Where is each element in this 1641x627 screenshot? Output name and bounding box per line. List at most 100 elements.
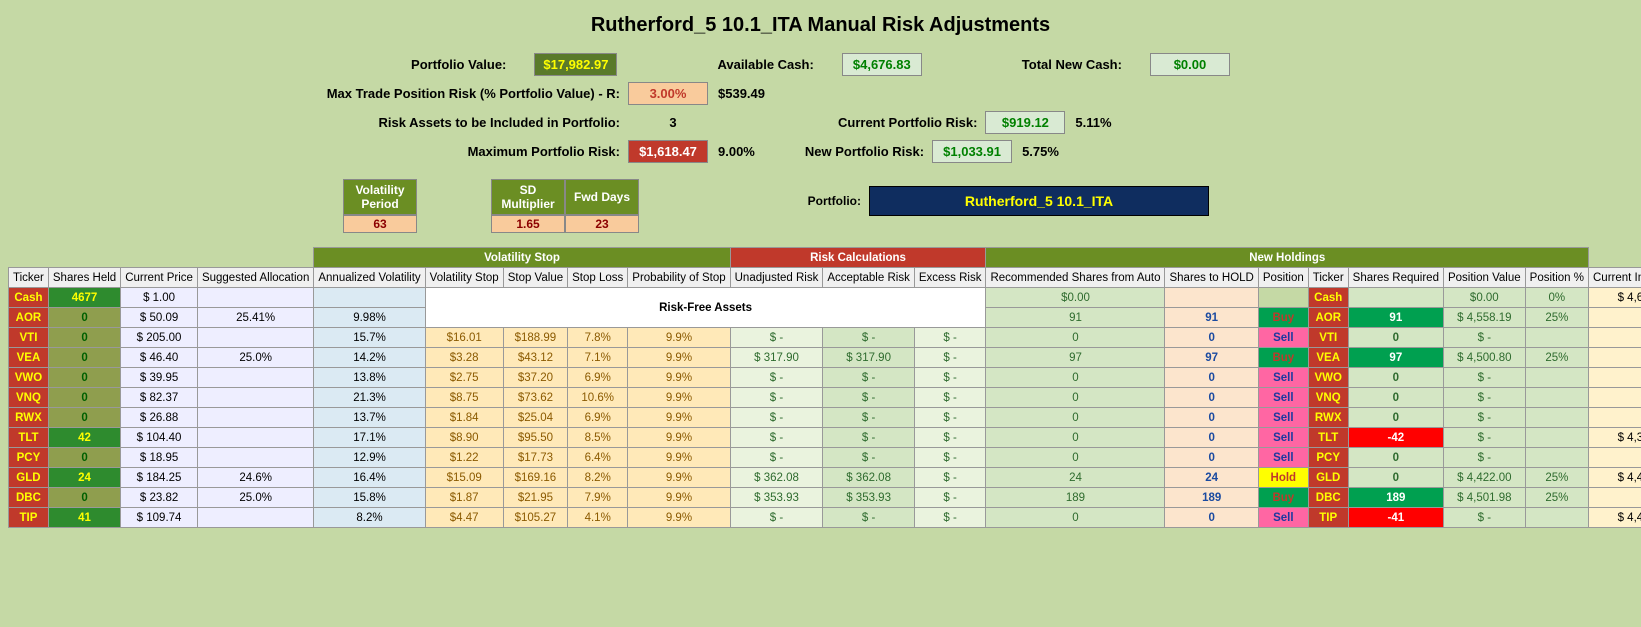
alloc-cell: 25.0% [197, 488, 313, 508]
ticker2-cell: AOR [1308, 308, 1348, 328]
table-row: TLT42$ 104.4017.1%$8.90$95.508.5%9.9%$ -… [9, 428, 1641, 448]
vs-cell: $2.75 [425, 368, 503, 388]
col-vs: Volatility Stop [425, 268, 503, 288]
alloc-cell [197, 288, 313, 308]
alloc-cell [197, 448, 313, 468]
ur-cell: $ 317.90 [730, 348, 823, 368]
ticker-cell: VNQ [9, 388, 49, 408]
pp-cell: 0% [1525, 288, 1588, 308]
sl-cell: 8.5% [568, 428, 628, 448]
ar-cell: $ - [823, 508, 914, 528]
ci-cell: $ 4,499.34 [1589, 508, 1641, 528]
shares-held: 0 [48, 488, 120, 508]
table-row: VWO0$ 39.9513.8%$2.75$37.206.9%9.9%$ -$ … [9, 368, 1641, 388]
req-cell: 97 [1348, 348, 1443, 368]
er-cell: $ - [914, 428, 986, 448]
ps-cell: 9.9% [628, 488, 730, 508]
rec-cell: $0.00 [986, 288, 1165, 308]
portfolio-name: Rutherford_5 10.1_ITA [869, 186, 1209, 216]
risk-assets-label: Risk Assets to be Included in Portfolio: [8, 115, 628, 130]
alloc-cell [197, 428, 313, 448]
sd-mult-value[interactable]: 1.65 [491, 215, 565, 233]
req-cell: 0 [1348, 388, 1443, 408]
ticker2-cell: VNQ [1308, 388, 1348, 408]
total-new-cash: $0.00 [1150, 53, 1230, 76]
vs-cell: $1.87 [425, 488, 503, 508]
max-trade-pct[interactable]: 3.00% [628, 82, 708, 105]
ps-cell: 9.9% [628, 328, 730, 348]
col-ticker: Ticker [9, 268, 49, 288]
alloc-cell: 25.0% [197, 348, 313, 368]
rec-cell: 24 [986, 468, 1165, 488]
ticker-cell: TLT [9, 428, 49, 448]
pp-cell: 25% [1525, 308, 1588, 328]
hold-cell: 189 [1165, 488, 1258, 508]
col-ar: Acceptable Risk [823, 268, 914, 288]
new-risk-value: $1,033.91 [932, 140, 1012, 163]
col-sv: Stop Value [503, 268, 567, 288]
table-row: DBC0$ 23.8225.0%15.8%$1.87$21.957.9%9.9%… [9, 488, 1641, 508]
sl-cell: 6.9% [568, 368, 628, 388]
fwd-days-value[interactable]: 23 [565, 215, 639, 233]
hold-cell: 97 [1165, 348, 1258, 368]
pos-cell: Sell [1258, 368, 1308, 388]
ticker2-cell: TIP [1308, 508, 1348, 528]
sv-cell: $37.20 [503, 368, 567, 388]
shares-held: 24 [48, 468, 120, 488]
ci-cell [1589, 448, 1641, 468]
pos-cell: Buy [1258, 348, 1308, 368]
ur-cell: $ - [730, 408, 823, 428]
ticker-cell: TIP [9, 508, 49, 528]
price-cell: $ 23.82 [121, 488, 198, 508]
pv-cell: $0.00 [1443, 288, 1525, 308]
col-rec: Recommended Shares from Auto [986, 268, 1165, 288]
pp-cell [1525, 368, 1588, 388]
ci-cell: $ 4,676.83 [1589, 288, 1641, 308]
rec-cell: 0 [986, 368, 1165, 388]
shares-held: 4677 [48, 288, 120, 308]
av-cell: 14.2% [314, 348, 425, 368]
col-ps: Probability of Stop [628, 268, 730, 288]
pv-cell: $ - [1443, 328, 1525, 348]
req-cell: 91 [1348, 308, 1443, 328]
pp-cell [1525, 328, 1588, 348]
alloc-cell: 24.6% [197, 468, 313, 488]
group-risk: Risk Calculations [730, 248, 986, 268]
max-port-risk-label: Maximum Portfolio Risk: [8, 144, 628, 159]
rec-cell: 0 [986, 408, 1165, 428]
col-shares: Shares Held [48, 268, 120, 288]
available-cash: $4,676.83 [842, 53, 922, 76]
ps-cell: 9.9% [628, 388, 730, 408]
pos-cell: Sell [1258, 408, 1308, 428]
vs-cell: $15.09 [425, 468, 503, 488]
col-ci: Current Investments [1589, 268, 1641, 288]
ur-cell: $ - [730, 328, 823, 348]
vs-cell: $1.84 [425, 408, 503, 428]
er-cell: $ - [914, 368, 986, 388]
group-new: New Holdings [986, 248, 1589, 268]
alloc-cell [197, 388, 313, 408]
sv-cell: $105.27 [503, 508, 567, 528]
ur-cell: $ - [730, 448, 823, 468]
ticker2-cell: VTI [1308, 328, 1348, 348]
ticker-cell: Cash [9, 288, 49, 308]
sv-cell: $188.99 [503, 328, 567, 348]
shares-held: 0 [48, 328, 120, 348]
pv-cell: $ - [1443, 428, 1525, 448]
ci-cell [1589, 408, 1641, 428]
ticker2-cell: DBC [1308, 488, 1348, 508]
req-cell: 189 [1348, 488, 1443, 508]
ticker-cell: GLD [9, 468, 49, 488]
av-cell: 16.4% [314, 468, 425, 488]
ci-cell [1589, 328, 1641, 348]
ar-cell: $ - [823, 388, 914, 408]
ci-cell [1589, 348, 1641, 368]
av-cell [314, 288, 425, 308]
vol-period-value[interactable]: 63 [343, 215, 417, 233]
av-cell: 12.9% [314, 448, 425, 468]
ticker2-cell: VWO [1308, 368, 1348, 388]
ps-cell: 9.9% [628, 368, 730, 388]
req-cell: 0 [1348, 448, 1443, 468]
er-cell: $ - [914, 388, 986, 408]
max-trade-label: Max Trade Position Risk (% Portfolio Val… [8, 86, 628, 101]
